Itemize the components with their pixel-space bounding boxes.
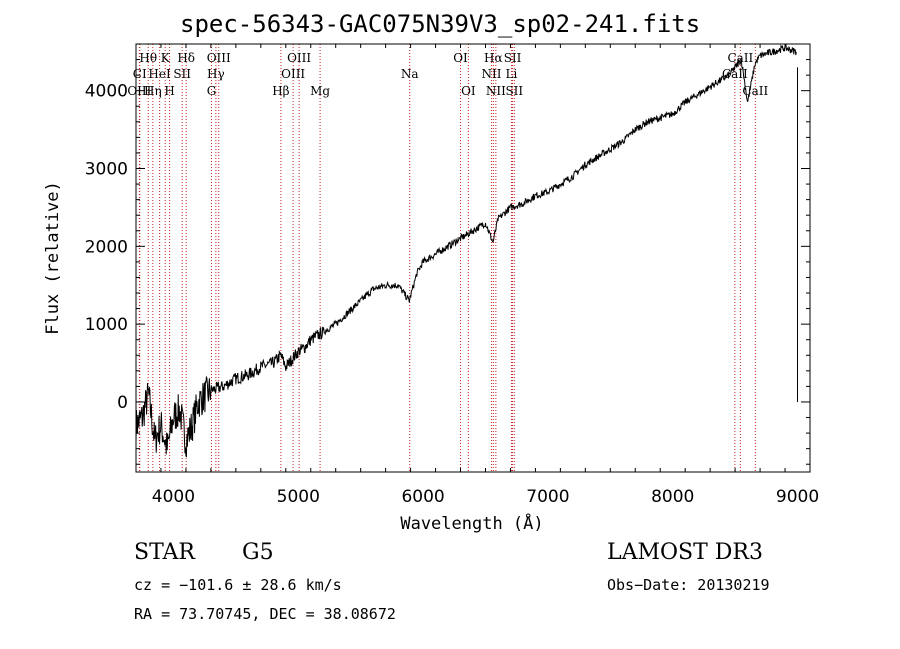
- line-label-5: OI: [453, 51, 468, 65]
- line-label-2: Hδ: [177, 51, 195, 65]
- plot-frame: [135, 43, 811, 473]
- subclass: G5: [242, 540, 274, 565]
- x-tick-label-4: 8000: [651, 487, 694, 507]
- y-tick-label-3: 3000: [85, 160, 128, 180]
- x-tick-label-0: 4000: [152, 487, 195, 507]
- line-label-13: OIII: [281, 67, 305, 81]
- line-label-24: OI: [461, 84, 476, 98]
- line-label-1: K: [161, 51, 171, 65]
- line-label-17: CaII: [722, 67, 748, 81]
- line-label-10: HeI: [148, 67, 171, 81]
- line-label-11: SII: [173, 67, 191, 81]
- line-label-23: Mg: [310, 84, 330, 98]
- x-axis-label: Wavelength (Å): [400, 512, 543, 534]
- y-axis-label: Flux (relative): [43, 181, 63, 335]
- line-label-22: Hβ: [272, 84, 289, 98]
- line-label-0: Hθ: [139, 51, 157, 65]
- line-label-26: SII: [505, 84, 523, 98]
- x-tick-label-2: 6000: [401, 487, 444, 507]
- object-class: STAR: [134, 540, 195, 565]
- y-tick-label-4: 4000: [85, 82, 128, 102]
- line-label-7: SII: [504, 51, 522, 65]
- redshift-velocity: cz = −101.6 ± 28.6 km/s: [134, 576, 342, 594]
- chart-title: spec-56343-GAC075N39V3_sp02-241.fits: [180, 10, 701, 38]
- survey-name: LAMOST DR3: [607, 540, 763, 565]
- line-label-27: CaII: [742, 84, 768, 98]
- line-label-8: CaII: [727, 51, 753, 65]
- coordinates: RA = 73.70745, DEC = 38.08672: [134, 605, 396, 623]
- y-tick-label-1: 1000: [85, 315, 128, 335]
- line-label-19: Hη: [144, 84, 162, 98]
- line-label-25: NII: [486, 84, 506, 98]
- line-label-12: Hγ: [207, 67, 225, 81]
- tick-labels: 4000 5000 6000 7000 8000 9000 0 1000 2000 3000 400…: [85, 82, 819, 507]
- line-label-16: Li: [506, 67, 518, 81]
- line-label-21: G: [207, 84, 217, 98]
- line-label-14: Na: [401, 67, 419, 81]
- line-label-4: OIII: [287, 51, 311, 65]
- line-label-20: H: [164, 84, 174, 98]
- series-spectrum: [135, 43, 797, 458]
- line-label-3: OIII: [207, 51, 231, 65]
- line-label-6: Hα: [484, 51, 503, 65]
- x-tick-label-3: 7000: [526, 487, 569, 507]
- x-tick-label-1: 5000: [277, 487, 320, 507]
- line-label-18: OIII: [127, 84, 151, 98]
- line-label-9: CI: [133, 67, 147, 81]
- spectral-line-markers: [138, 44, 756, 472]
- series-layer: [135, 43, 799, 458]
- observation-date: Obs−Date: 20130219: [607, 576, 770, 594]
- y-tick-label-2: 2000: [85, 237, 128, 257]
- x-tick-label-5: 9000: [776, 487, 819, 507]
- axes: [135, 43, 811, 473]
- line-label-15: NII: [481, 67, 501, 81]
- y-tick-label-0: 0: [117, 393, 128, 413]
